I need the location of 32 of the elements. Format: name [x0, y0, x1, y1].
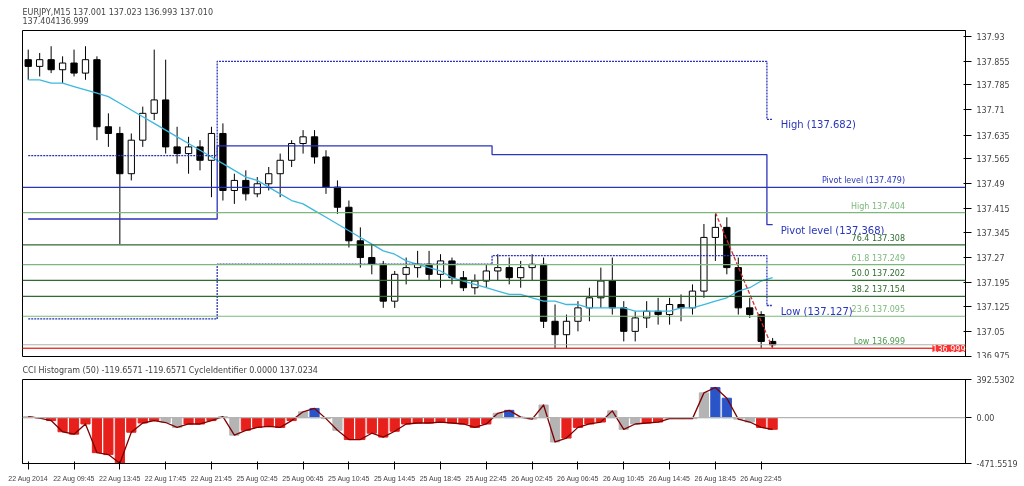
ref-line-label: Low 136.999	[853, 337, 906, 347]
y-tick-label: 137.125	[976, 302, 1010, 312]
y-tick-label: 0.00	[976, 414, 995, 424]
y-tick-label: 137.565	[976, 155, 1010, 165]
y-tick-label: 137.195	[976, 279, 1010, 289]
text: Pivot level (137.368)	[780, 224, 885, 236]
y-tick-label: 137.635	[976, 131, 1010, 141]
ref-line-label: High 137.404	[851, 201, 906, 211]
y-tick-label: 137.49	[976, 180, 1005, 190]
y-tick-label: -471.5519	[976, 460, 1018, 469]
y-tick-label: 137.93	[976, 32, 1005, 42]
text: Low (137.127)	[780, 305, 853, 317]
y-tick-label: 137.785	[976, 81, 1010, 91]
y-tick-label: 137.71	[976, 106, 1005, 116]
ref-line-label: 23.6 137.095	[851, 305, 906, 315]
ref-line-label: 38.2 137.154	[851, 285, 906, 295]
y-tick-label: 136.975	[976, 351, 1010, 361]
y-tick-label: 137.05	[976, 327, 1005, 337]
y-tick-label: 137.345	[976, 228, 1010, 238]
y-tick-label: 137.27	[976, 254, 1005, 264]
text: High (137.682)	[780, 119, 857, 131]
y-tick-label: 392.5302	[976, 376, 1015, 385]
ref-line-label: 61.8 137.249	[851, 253, 906, 263]
chart-subtitle: 137.404136.999	[22, 16, 89, 26]
chart-title: EURJPY,M15 137.001 137.023 136.993 137.010	[22, 7, 213, 17]
y-tick-label: 137.415	[976, 205, 1010, 215]
ref-line-label: 136.999	[932, 344, 966, 354]
ref-line-label: 50.0 137.202	[851, 269, 906, 279]
chart-title: CCI Histogram (50) -119.6571 -119.6571 CycleIdentifier 0.0000 137.0234	[22, 365, 318, 375]
ref-line-label: 76.4 137.308	[851, 233, 906, 243]
ref-line-label: Pivot level (137.479)	[821, 176, 906, 186]
y-tick-label: 137.855	[976, 57, 1010, 67]
